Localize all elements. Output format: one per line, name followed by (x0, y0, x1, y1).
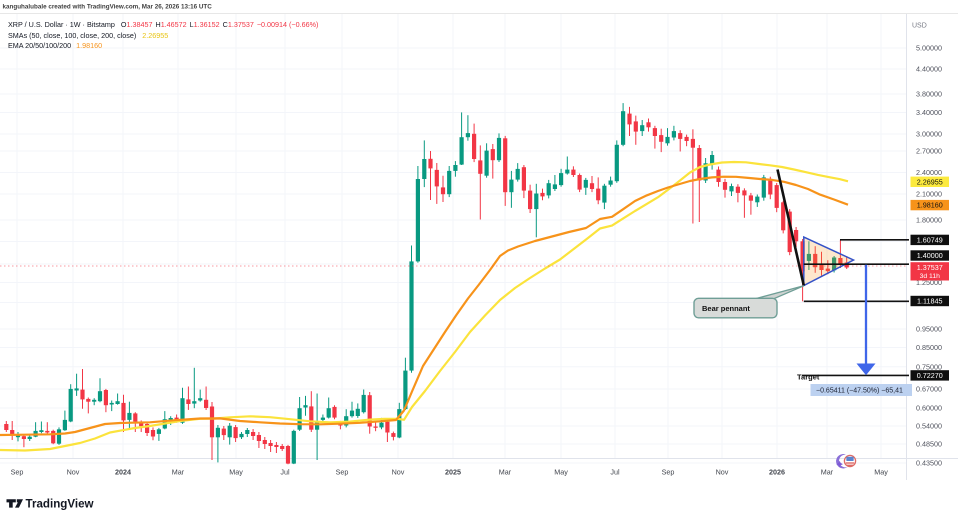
svg-text:0.95000: 0.95000 (916, 325, 942, 334)
svg-text:2.26955: 2.26955 (917, 177, 943, 186)
svg-text:0.48500: 0.48500 (916, 440, 942, 449)
svg-text:XRP / U.S. Dollar · 1W · Bitst: XRP / U.S. Dollar · 1W · Bitstamp O1.3845… (8, 20, 318, 29)
svg-text:2025: 2025 (445, 468, 461, 477)
svg-text:1.80000: 1.80000 (916, 216, 942, 225)
svg-text:Sep: Sep (336, 468, 349, 477)
svg-text:Sep: Sep (11, 468, 24, 477)
svg-text:1.98160: 1.98160 (917, 201, 943, 210)
svg-text:0.75000: 0.75000 (916, 362, 942, 371)
svg-text:2.40000: 2.40000 (916, 168, 942, 177)
svg-text:kanguhalubale created with Tra: kanguhalubale created with TradingView.c… (3, 4, 213, 11)
svg-text:2.10000: 2.10000 (916, 190, 942, 199)
svg-text:Jul: Jul (610, 468, 620, 477)
svg-text:May: May (874, 468, 888, 477)
svg-text:Sep: Sep (662, 468, 675, 477)
svg-text:3.00000: 3.00000 (916, 130, 942, 139)
svg-text:2026: 2026 (769, 468, 785, 477)
svg-text:Mar: Mar (499, 468, 512, 477)
svg-text:Nov: Nov (392, 468, 405, 477)
svg-text:1.25000: 1.25000 (916, 278, 942, 287)
svg-text:3.80000: 3.80000 (916, 90, 942, 99)
svg-text:2024: 2024 (115, 468, 131, 477)
svg-text:USD: USD (912, 23, 927, 30)
svg-text:0.60000: 0.60000 (916, 404, 942, 413)
svg-text:May: May (554, 468, 568, 477)
svg-text:1.40000: 1.40000 (917, 251, 943, 260)
svg-text:Mar: Mar (172, 468, 185, 477)
svg-text:3d 11h: 3d 11h (920, 273, 941, 280)
svg-text:0.85000: 0.85000 (916, 343, 942, 352)
svg-text:0.43500: 0.43500 (916, 459, 942, 468)
svg-text:May: May (229, 468, 243, 477)
svg-text:SMAs (50, close, 100, close, 2: SMAs (50, close, 100, close, 200, close)… (8, 31, 168, 40)
svg-text:Nov: Nov (67, 468, 80, 477)
svg-text:Jul: Jul (280, 468, 290, 477)
svg-text:Target: Target (797, 373, 820, 382)
svg-text:−0.65411 (−47.50%) −65,41: −0.65411 (−47.50%) −65,41 (816, 388, 903, 395)
svg-text:Nov: Nov (716, 468, 729, 477)
svg-text:TradingView: TradingView (26, 498, 95, 511)
svg-text:2.70000: 2.70000 (916, 147, 942, 156)
svg-text:3.40000: 3.40000 (916, 108, 942, 117)
svg-text:1.11845: 1.11845 (917, 297, 942, 306)
svg-text:4.40000: 4.40000 (916, 65, 942, 74)
svg-text:0.54000: 0.54000 (916, 422, 942, 431)
svg-text:5.00000: 5.00000 (916, 44, 942, 53)
svg-text:0.72270: 0.72270 (917, 371, 943, 380)
svg-text:1.60749: 1.60749 (917, 235, 943, 244)
svg-text:Mar: Mar (821, 468, 834, 477)
svg-text:1.37537: 1.37537 (917, 263, 943, 272)
svg-text:Bear pennant: Bear pennant (702, 304, 750, 313)
svg-text:0.67000: 0.67000 (916, 385, 942, 394)
